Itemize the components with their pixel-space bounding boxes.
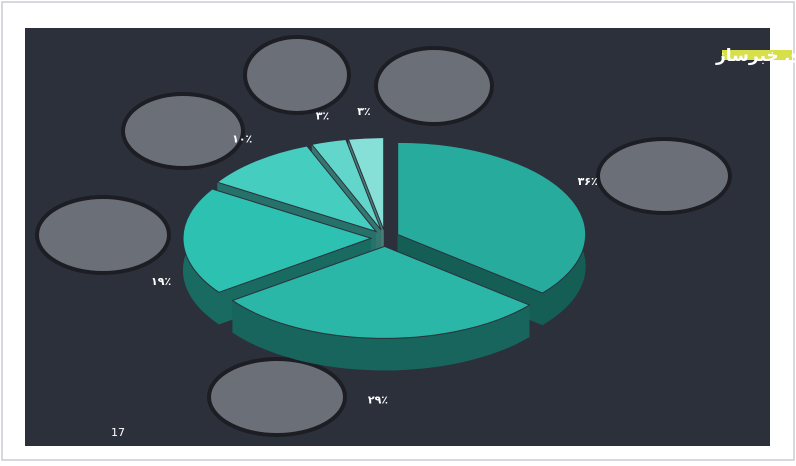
photo	[374, 46, 494, 126]
photo	[596, 137, 732, 215]
value-label: ۳۶٪	[578, 175, 598, 188]
value-label: ۳٪	[316, 109, 329, 122]
value-label: ۲۹٪	[368, 393, 388, 406]
slice	[231, 245, 531, 339]
value-label: ۱۰٪	[232, 133, 252, 146]
page-number: 17	[111, 426, 125, 439]
value-label: ۱۹٪	[151, 275, 171, 288]
value-label: ۳٪	[357, 105, 370, 118]
photos	[35, 35, 732, 437]
title: شخصیت‌های خبرساز	[715, 46, 796, 66]
photo	[121, 92, 245, 170]
photo	[207, 357, 347, 437]
photo	[35, 195, 171, 275]
slice-side	[232, 300, 530, 371]
slice	[397, 141, 587, 294]
slice	[310, 139, 382, 231]
title-bar	[722, 50, 792, 60]
slice	[182, 188, 373, 293]
slice	[347, 137, 385, 230]
photo	[243, 35, 351, 115]
slice	[216, 145, 378, 233]
pie: ۳۶٪ ۲۹٪ ۱۹٪ ۱۰٪ ۳٪ ۳٪	[151, 105, 598, 406]
